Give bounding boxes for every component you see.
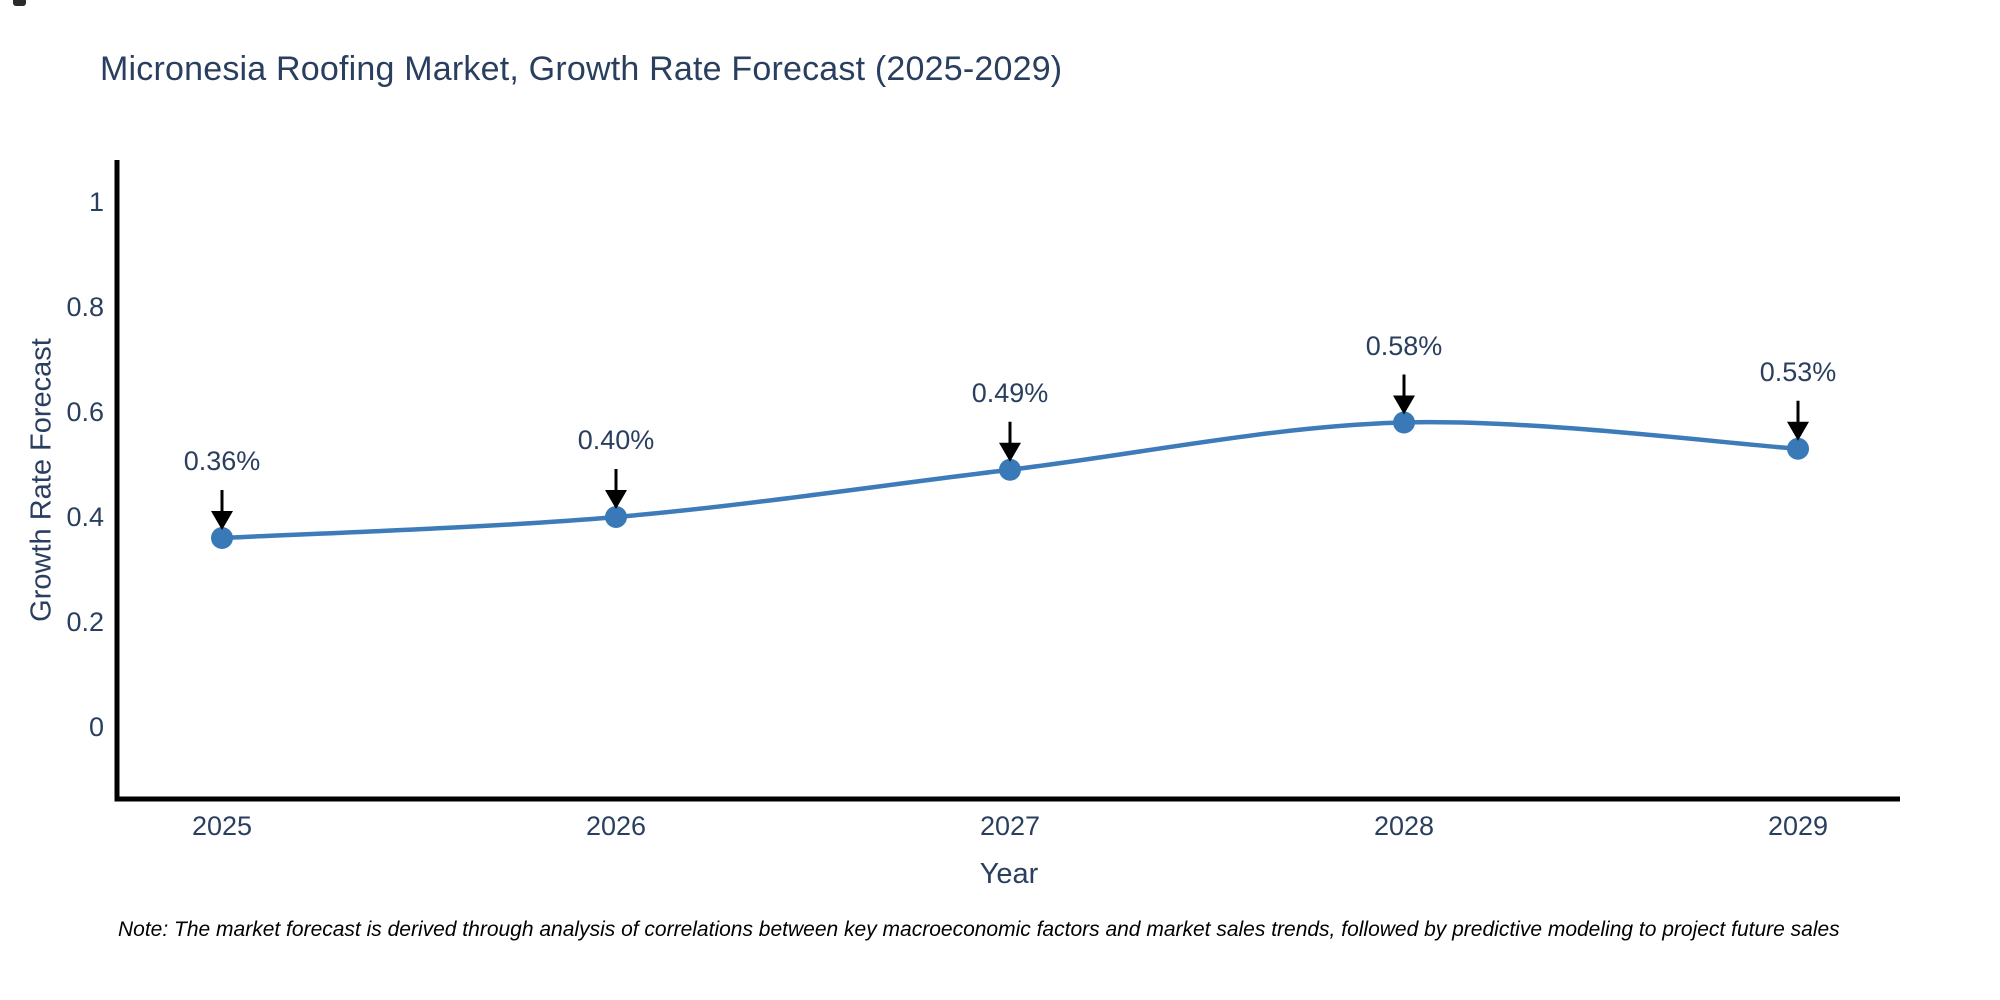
data-point-marker[interactable] [999,458,1021,481]
annotation-arrow-head [211,511,233,530]
data-point-marker[interactable] [1787,437,1809,460]
point-annotation-label: 0.36% [183,446,261,476]
x-tick-label: 2028 [1373,811,1435,841]
annotation-arrow-head [605,490,627,509]
point-annotation-label: 0.40% [577,425,655,455]
y-tick-label: 0.2 [66,607,104,637]
annotation-arrow-head [999,442,1021,462]
y-axis-title: Growth Rate Forecast [25,338,58,622]
data-point-marker[interactable] [211,527,233,549]
data-point-marker[interactable] [605,506,627,528]
chart-title: Micronesia Roofing Market, Growth Rate F… [100,50,1063,88]
y-tick-label: 1 [88,187,104,217]
y-tick-label: 0.6 [66,397,104,427]
y-tick-label: 0 [88,712,104,742]
x-axis-title: Year [979,858,1039,890]
x-tick-label: 2029 [1767,811,1829,841]
point-annotation-label: 0.49% [971,377,1049,408]
x-tick-label: 2025 [191,811,253,841]
data-point-marker[interactable] [1393,411,1415,434]
annotation-arrow-head [1393,395,1415,415]
x-tick-label: 2027 [979,811,1041,841]
y-tick-label: 0.8 [66,292,104,322]
y-tick-label: 0.4 [66,502,104,532]
x-tick-label: 2026 [585,811,647,841]
annotation-arrow-head [1787,421,1809,441]
screenshot-edge-artifact [13,0,26,6]
footnote: Note: The market forecast is derived thr… [118,918,1840,941]
point-annotation-label: 0.53% [1759,356,1837,387]
point-annotation-label: 0.58% [1365,330,1443,361]
